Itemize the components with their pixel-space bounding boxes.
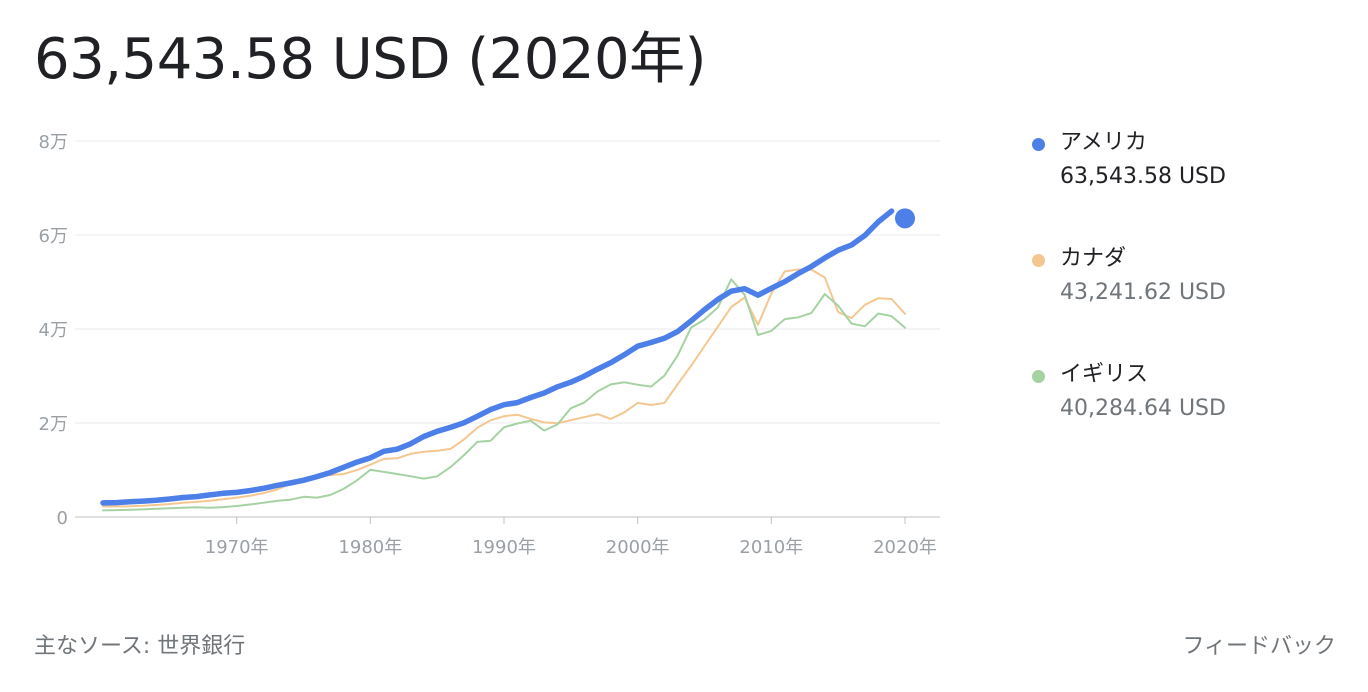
- legend-name: イギリス: [1060, 362, 1149, 387]
- x-tick-label: 2010年: [739, 537, 803, 558]
- series-dot-icon: [1032, 138, 1045, 151]
- feedback-link[interactable]: フィードバック: [1182, 634, 1336, 659]
- series-lines: [100, 208, 915, 512]
- y-tick-label: 6万: [39, 226, 68, 247]
- x-axis-ticks: 1970年 1980年 1990年 2000年 2010年 2020年: [205, 517, 937, 558]
- legend: アメリカ 63,543.58 USD カナダ 43,241.62 USD イギリ…: [1032, 128, 1352, 476]
- series-line-アメリカ: [100, 208, 895, 506]
- x-tick-label: 1980年: [338, 537, 402, 558]
- legend-name: カナダ: [1060, 246, 1127, 271]
- series-dot-icon: [1032, 254, 1045, 267]
- x-tick-label: 1970年: [205, 537, 269, 558]
- legend-value: 40,284.64 USD: [1060, 396, 1226, 421]
- legend-item-canada[interactable]: カナダ 43,241.62 USD: [1032, 244, 1352, 360]
- y-axis-ticks: 0 2万 4万 6万 8万: [39, 132, 68, 529]
- y-tick-label: 4万: [39, 320, 68, 341]
- headline-value: 63,543.58 USD (2020年): [34, 27, 706, 92]
- selected-point-marker[interactable]: [895, 208, 915, 229]
- legend-item-usa[interactable]: アメリカ 63,543.58 USD: [1032, 128, 1352, 244]
- legend-name: アメリカ: [1060, 130, 1147, 155]
- y-tick-label: 2万: [39, 414, 68, 435]
- legend-item-uk[interactable]: イギリス 40,284.64 USD: [1032, 360, 1352, 476]
- y-tick-label: 0: [57, 508, 68, 529]
- series-line-イギリス: [102, 278, 906, 512]
- source-note: 主なソース: 世界銀行: [34, 634, 246, 659]
- series-dot-icon: [1032, 370, 1045, 383]
- series-line-カナダ: [102, 268, 906, 508]
- x-tick-label: 1990年: [472, 537, 536, 558]
- legend-value: 43,241.62 USD: [1060, 280, 1226, 305]
- grid-lines: [75, 140, 940, 518]
- x-tick-label: 2000年: [606, 537, 670, 558]
- legend-value: 63,543.58 USD: [1060, 164, 1226, 189]
- x-tick-label: 2020年: [873, 537, 937, 558]
- y-tick-label: 8万: [39, 132, 68, 153]
